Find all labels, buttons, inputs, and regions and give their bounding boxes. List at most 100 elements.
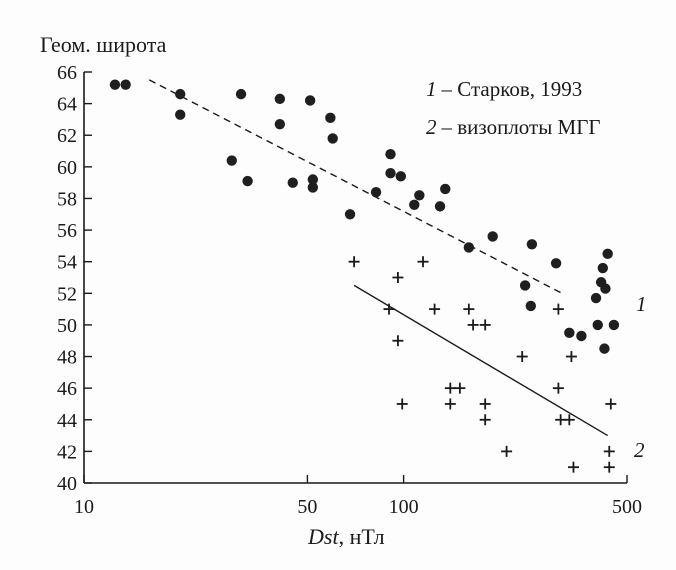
axes: 40 42 44 46 48 50 52 54 56 58 60 62 64 66 10 50 100 500 — [57, 62, 642, 518]
data-point-circle — [414, 190, 425, 201]
data-point-circle — [600, 283, 611, 294]
data-point-plus — [383, 303, 395, 315]
data-point-circle — [120, 79, 131, 90]
data-point-plus — [603, 445, 615, 457]
y-tick-label: 40 — [57, 473, 77, 495]
data-point-circle — [409, 199, 420, 210]
y-tick-label: 56 — [57, 220, 77, 242]
data-point-circle — [235, 88, 247, 100]
y-tick-label: 60 — [57, 157, 77, 179]
data-point-plus — [348, 256, 360, 268]
data-point-circle — [440, 183, 451, 195]
fit-line-2 — [353, 284, 609, 437]
data-point-plus — [565, 351, 577, 363]
data-point-circle — [274, 118, 286, 130]
data-point-plus — [567, 461, 579, 473]
legend-text-1: – Старков, 1993 — [441, 77, 583, 101]
data-point-circle — [576, 330, 587, 342]
data-point-circle — [370, 186, 382, 198]
y-tick-label: 44 — [57, 410, 77, 432]
fit-line-label-1: 1 — [636, 292, 647, 316]
data-point-circle — [463, 242, 475, 253]
data-point-circle — [287, 177, 298, 188]
data-point-plus — [444, 382, 456, 394]
data-point-plus — [552, 303, 564, 315]
fit-line-label-2: 2 — [634, 438, 645, 462]
legend-entry-1: 1– Старков, 1993 — [426, 77, 582, 101]
x-tick-label: 10 — [74, 496, 94, 518]
data-point-circle — [226, 155, 237, 166]
x-tick-label: 100 — [389, 496, 419, 518]
data-point-plus — [417, 256, 429, 268]
data-point-circle — [519, 280, 531, 291]
y-tick-label: 48 — [57, 347, 77, 369]
data-point-plus — [516, 351, 528, 363]
data-point-circle — [526, 239, 538, 250]
data-point-plus — [392, 272, 404, 283]
legend-number-2: 2 — [426, 115, 437, 139]
data-point-circle — [304, 95, 316, 106]
data-point-plus — [396, 398, 408, 410]
data-point-circle — [385, 149, 396, 160]
data-point-circle — [307, 174, 319, 185]
x-axis-title-units: , нТл — [339, 524, 385, 549]
legend-number-1: 1 — [426, 77, 437, 101]
y-tick-label: 64 — [57, 94, 77, 116]
data-point-circle — [599, 343, 610, 354]
legend-text-2: – визоплоты МГГ — [441, 115, 601, 139]
data-point-plus — [444, 398, 456, 410]
data-point-plus — [605, 398, 617, 410]
y-tick-label: 58 — [57, 188, 77, 210]
data-point-circle — [592, 319, 603, 331]
data-point-circle — [325, 112, 336, 124]
x-axis-title: Dst, нТл — [307, 524, 385, 549]
data-point-circle — [109, 79, 121, 90]
data-point-circle — [608, 319, 620, 331]
data-point-circle — [550, 258, 562, 269]
x-tick-label: 500 — [612, 496, 642, 518]
data-point-plus — [479, 398, 491, 410]
data-point-circle — [327, 133, 338, 144]
data-marks — [109, 79, 620, 473]
legend-entry-2: 2– визоплоты МГГ — [426, 115, 601, 139]
y-axis-title: Геом. широта — [40, 32, 167, 57]
data-point-plus — [467, 319, 479, 331]
data-point-circle — [395, 171, 407, 182]
data-point-circle — [487, 231, 498, 242]
legend: 1– Старков, 1993 2– визоплоты МГГ — [426, 77, 601, 139]
data-point-plus — [563, 414, 575, 426]
data-point-circle — [602, 248, 613, 259]
y-tick-label: 42 — [57, 441, 77, 463]
x-axis-title-italic: Dst — [307, 524, 339, 549]
x-ticks: 10 50 100 500 — [74, 475, 642, 518]
data-point-plus — [603, 461, 615, 473]
y-tick-label: 46 — [57, 378, 77, 400]
y-tick-label: 62 — [57, 125, 77, 147]
data-point-circle — [385, 167, 396, 179]
data-point-circle — [175, 109, 186, 120]
data-point-circle — [242, 175, 253, 187]
y-tick-label: 52 — [57, 283, 77, 305]
data-point-plus — [454, 382, 466, 394]
data-point-circle — [344, 209, 356, 220]
data-point-circle — [590, 292, 602, 304]
data-point-circle — [434, 201, 446, 212]
y-tick-label: 50 — [57, 315, 77, 337]
y-tick-label: 54 — [57, 252, 77, 274]
data-point-plus — [463, 303, 475, 315]
data-point-circle — [525, 300, 536, 312]
fit-lines: 12 — [148, 79, 647, 462]
y-ticks: 40 42 44 46 48 50 52 54 56 58 60 62 64 66 — [57, 62, 92, 495]
data-point-circle — [597, 262, 608, 274]
data-point-circle — [564, 327, 575, 339]
data-point-circle — [307, 182, 319, 193]
data-point-circle — [175, 88, 186, 100]
data-point-plus — [479, 414, 491, 426]
x-tick-label: 50 — [297, 496, 317, 518]
data-point-plus — [429, 303, 441, 315]
data-point-plus — [392, 335, 404, 347]
data-point-plus — [501, 445, 513, 457]
data-point-plus — [479, 319, 491, 331]
data-point-circle — [274, 93, 286, 105]
